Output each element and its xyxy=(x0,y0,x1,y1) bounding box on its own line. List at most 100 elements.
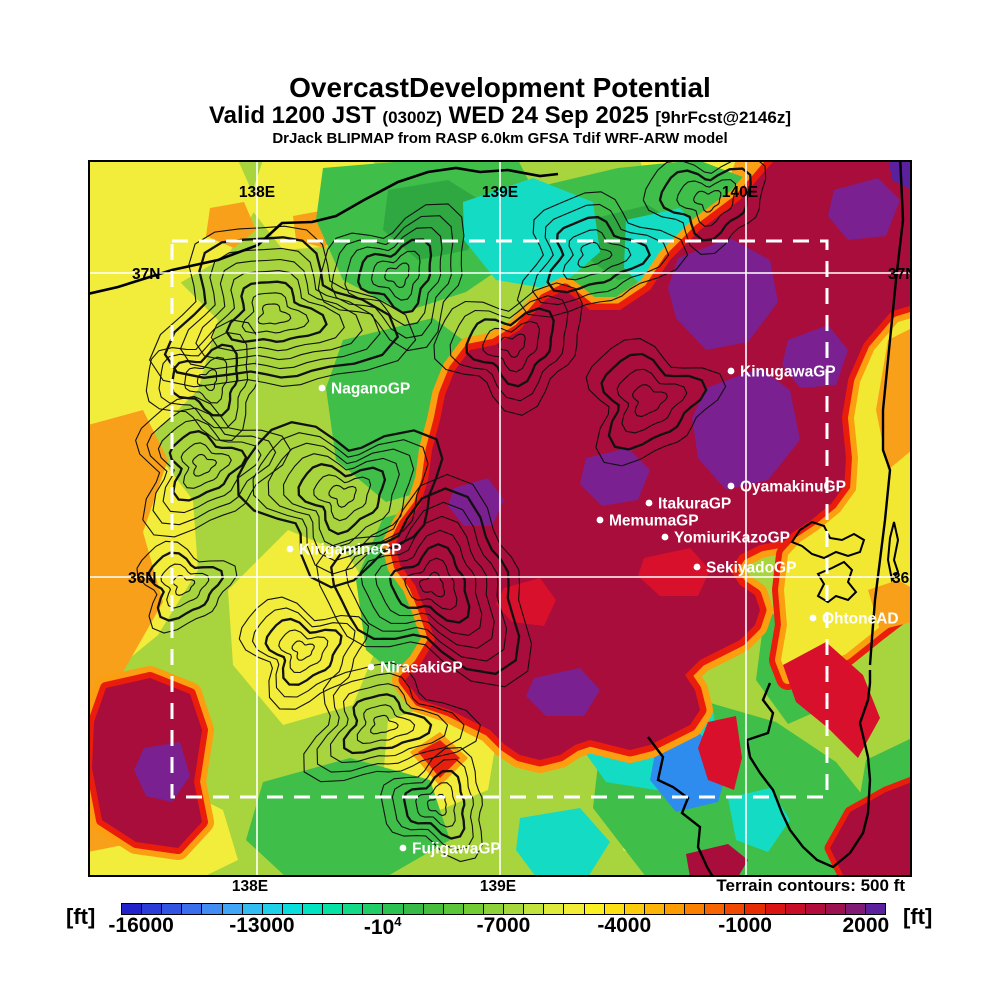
polygon-decor xyxy=(384,262,410,289)
polygon-decor xyxy=(465,307,555,388)
polygon-decor xyxy=(546,215,652,294)
colorbar-segment xyxy=(644,904,665,914)
polygon-decor xyxy=(698,716,742,790)
polygon-decor xyxy=(526,668,600,716)
polygon-decor xyxy=(383,180,488,260)
grid-label: 37N xyxy=(888,266,912,283)
polygon-decor xyxy=(313,474,372,522)
polygon-decor xyxy=(246,758,450,877)
site-label: OyamakinuGP xyxy=(740,479,846,496)
colorbar-segment xyxy=(383,904,404,914)
colorbar-ticks: -16000 -13000 -104 -7000 -4000 -1000 2000 xyxy=(108,914,889,944)
site-marker-OyamakinuGP: OyamakinuGP xyxy=(727,479,846,496)
polygon-decor xyxy=(433,282,583,416)
polygon-decor xyxy=(868,580,912,630)
polygon-decor xyxy=(210,270,345,352)
polygon-decor xyxy=(676,179,737,227)
polygon-decor xyxy=(463,178,600,290)
polygon-decor xyxy=(449,295,569,402)
grid-labels: 138E 139E 140E 37N 37N 36N 36N xyxy=(128,184,912,587)
site-marker-KirigamineGP: KirigamineGP xyxy=(286,542,402,559)
polygon-decor xyxy=(179,247,381,370)
colorbar-tick-label: -1000 xyxy=(718,914,772,937)
site-dot xyxy=(727,482,735,490)
header: OvercastDevelopment Potential Valid 1200… xyxy=(0,72,1000,148)
site-label: YomiuriKazoGP xyxy=(674,530,790,547)
colorbar-segment xyxy=(323,904,344,914)
colorbar-segment xyxy=(785,904,806,914)
colorbar-segment xyxy=(423,904,444,914)
polygon-decor xyxy=(291,640,315,661)
colorbar-tick-label: -4000 xyxy=(597,914,652,937)
polygon-decor xyxy=(225,280,328,344)
polygon-decor xyxy=(498,333,526,358)
site-marker-NaganoGP: NaganoGP xyxy=(318,381,410,398)
site-dot xyxy=(318,384,326,392)
polygon-decor xyxy=(356,704,416,744)
colorbar-segment xyxy=(363,904,384,914)
site-dot xyxy=(727,367,735,375)
colorbar-segment xyxy=(403,904,424,914)
polygon-decor xyxy=(264,617,343,686)
polygon-decor xyxy=(329,487,521,676)
colorbar-segment xyxy=(182,904,203,914)
colorbar-segment xyxy=(504,904,525,914)
polygon-decor xyxy=(136,540,238,634)
map-border xyxy=(88,160,912,877)
rect-decor xyxy=(170,239,829,799)
site-marker-ItakuraGP: ItakuraGP xyxy=(645,496,731,513)
polygon-decor xyxy=(146,407,277,526)
polygon-decor xyxy=(282,453,400,548)
polygon-decor xyxy=(370,250,421,301)
polygon-decor xyxy=(642,160,767,255)
polygon-decor xyxy=(415,782,456,828)
site-label: NirasakiGP xyxy=(380,660,463,677)
site-markers: NaganoGP KinugawaGP OyamakinuGP ItakuraGPMe… xyxy=(286,364,899,858)
colorbar-segment xyxy=(222,904,243,914)
polygon-decor xyxy=(316,672,465,773)
valid-part: WED 24 Sep 2025 xyxy=(441,102,656,130)
polygon-decor xyxy=(876,328,912,470)
polygon-decor xyxy=(600,352,708,451)
polygon-decor xyxy=(344,227,443,326)
polygon-decor xyxy=(828,178,900,240)
colorbar-unit-left: [ft] xyxy=(66,904,96,929)
colorbar-segment xyxy=(262,904,283,914)
colorbar-segment xyxy=(122,904,143,914)
terrain-contours-note: Terrain contours: 500 ft xyxy=(716,876,905,895)
polygon-decor xyxy=(374,529,483,636)
polygon-decor xyxy=(329,683,449,764)
polygon-decor xyxy=(148,225,417,388)
polygon-decor xyxy=(256,303,292,325)
site-marker-NirasakiGP: NirasakiGP xyxy=(367,660,463,677)
polygon-decor xyxy=(180,442,232,489)
latlon-gridlines xyxy=(88,160,912,877)
polygon-decor xyxy=(315,473,533,688)
polygon-decor xyxy=(238,596,370,710)
polygon-decor xyxy=(278,629,329,674)
polygon-decor xyxy=(196,369,218,391)
site-dot xyxy=(596,516,604,524)
colorbar-segment xyxy=(624,904,645,914)
colorbar-segment xyxy=(685,904,706,914)
polygon-decor xyxy=(317,203,465,352)
polygon-decor xyxy=(206,202,256,248)
colorbar-tick-label: -7000 xyxy=(476,914,531,937)
polygon-decor xyxy=(616,368,688,434)
colorbar-segment xyxy=(584,904,605,914)
colorbar-segment xyxy=(302,904,324,914)
sea-of-japan-coast xyxy=(88,166,559,296)
polygon-decor xyxy=(531,203,670,306)
colorbar-segment xyxy=(765,904,786,914)
polygon-decor xyxy=(168,430,248,502)
polygon-decor xyxy=(360,515,495,649)
terrain-contour-lines xyxy=(135,160,767,863)
east-coast-band xyxy=(769,305,912,690)
site-label: KirigamineGP xyxy=(299,542,402,559)
polygon-decor xyxy=(668,238,778,350)
site-dot xyxy=(645,499,653,507)
model-line: DrJack BLIPMAP from RASP 6.0km GFSA Tdif… xyxy=(272,130,728,148)
grid-label: 37N xyxy=(132,266,160,283)
pacific-coast xyxy=(868,160,905,666)
